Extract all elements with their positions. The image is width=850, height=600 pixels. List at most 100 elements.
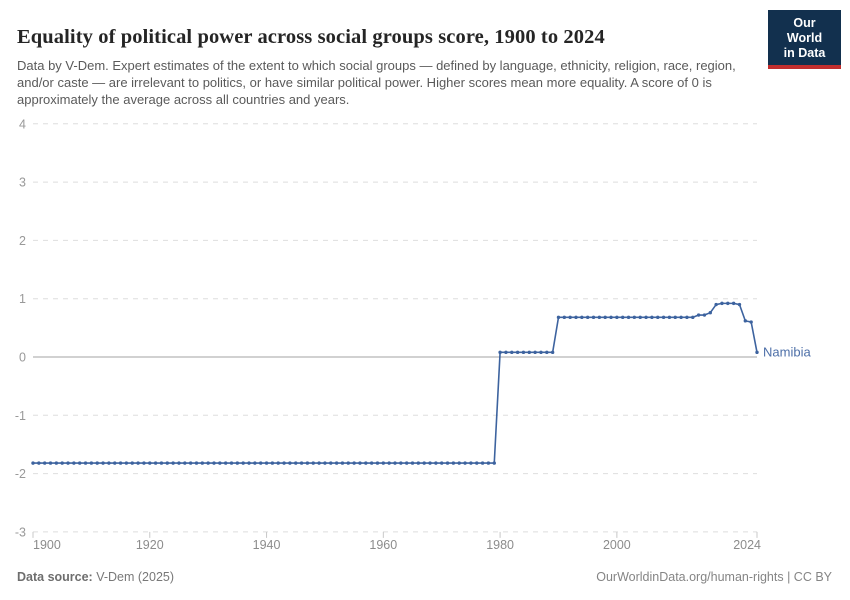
- data-point-marker[interactable]: [165, 461, 169, 465]
- data-point-marker[interactable]: [644, 315, 648, 320]
- data-point-marker[interactable]: [626, 315, 631, 320]
- data-point-marker[interactable]: [305, 461, 310, 465]
- data-point-marker[interactable]: [691, 315, 695, 320]
- data-point-marker[interactable]: [31, 461, 35, 465]
- data-point-marker[interactable]: [171, 461, 175, 465]
- data-point-marker[interactable]: [212, 461, 216, 465]
- data-point-marker[interactable]: [650, 315, 654, 320]
- data-point-marker[interactable]: [37, 461, 41, 465]
- data-point-marker[interactable]: [498, 350, 502, 355]
- data-point-marker[interactable]: [95, 461, 99, 465]
- data-point-marker[interactable]: [118, 461, 123, 465]
- data-point-marker[interactable]: [521, 350, 526, 355]
- data-point-marker[interactable]: [615, 315, 619, 320]
- data-point-marker[interactable]: [159, 461, 164, 465]
- data-point-marker[interactable]: [346, 461, 350, 465]
- data-point-marker[interactable]: [696, 313, 701, 317]
- data-point-marker[interactable]: [323, 461, 327, 465]
- data-point-marker[interactable]: [223, 461, 228, 465]
- data-point-marker[interactable]: [153, 461, 158, 465]
- data-point-marker[interactable]: [89, 461, 94, 465]
- data-point-marker[interactable]: [148, 461, 152, 465]
- data-point-marker[interactable]: [434, 461, 438, 465]
- data-point-marker[interactable]: [387, 461, 391, 465]
- data-point-marker[interactable]: [632, 315, 637, 320]
- data-point-marker[interactable]: [399, 461, 403, 465]
- data-point-marker[interactable]: [737, 302, 742, 307]
- data-point-marker[interactable]: [294, 461, 298, 465]
- data-point-marker[interactable]: [72, 461, 76, 465]
- data-point-marker[interactable]: [708, 310, 712, 315]
- data-point-marker[interactable]: [527, 350, 531, 355]
- data-point-marker[interactable]: [550, 350, 555, 355]
- data-point-marker[interactable]: [247, 461, 251, 465]
- data-point-marker[interactable]: [714, 302, 718, 307]
- data-point-marker[interactable]: [545, 350, 549, 355]
- data-point-marker[interactable]: [393, 461, 397, 465]
- data-point-marker[interactable]: [218, 461, 222, 465]
- data-point-marker[interactable]: [539, 350, 543, 355]
- line-series-namibia[interactable]: Namibia: [31, 301, 811, 465]
- data-point-marker[interactable]: [270, 461, 275, 465]
- data-point-marker[interactable]: [206, 461, 210, 465]
- data-point-marker[interactable]: [726, 301, 730, 306]
- series-line[interactable]: [33, 302, 758, 464]
- data-point-marker[interactable]: [66, 461, 70, 465]
- data-point-marker[interactable]: [685, 315, 689, 320]
- data-point-marker[interactable]: [264, 461, 269, 465]
- data-point-marker[interactable]: [404, 461, 409, 465]
- data-point-marker[interactable]: [609, 315, 613, 320]
- data-point-marker[interactable]: [183, 461, 187, 465]
- data-point-marker[interactable]: [445, 461, 450, 465]
- data-point-marker[interactable]: [533, 350, 537, 355]
- data-point-marker[interactable]: [329, 461, 333, 465]
- data-point-marker[interactable]: [259, 461, 263, 465]
- data-point-marker[interactable]: [299, 461, 304, 465]
- data-point-marker[interactable]: [574, 315, 578, 320]
- data-point-marker[interactable]: [113, 461, 117, 465]
- data-point-marker[interactable]: [235, 461, 240, 465]
- data-point-marker[interactable]: [731, 301, 736, 306]
- data-point-marker[interactable]: [276, 461, 280, 465]
- data-point-marker[interactable]: [568, 315, 572, 320]
- data-point-marker[interactable]: [556, 315, 561, 320]
- data-point-marker[interactable]: [83, 461, 88, 465]
- data-point-marker[interactable]: [656, 315, 660, 320]
- data-point-marker[interactable]: [621, 315, 625, 320]
- data-point-marker[interactable]: [597, 315, 602, 320]
- data-point-marker[interactable]: [591, 315, 596, 320]
- data-point-marker[interactable]: [107, 461, 111, 465]
- data-point-marker[interactable]: [755, 350, 759, 355]
- data-point-marker[interactable]: [253, 461, 257, 465]
- data-point-marker[interactable]: [562, 315, 567, 320]
- data-point-marker[interactable]: [42, 461, 47, 465]
- data-point-marker[interactable]: [720, 301, 724, 306]
- data-point-marker[interactable]: [200, 461, 205, 465]
- data-point-marker[interactable]: [381, 461, 386, 465]
- data-point-marker[interactable]: [364, 461, 368, 465]
- data-point-marker[interactable]: [101, 461, 105, 465]
- data-point-marker[interactable]: [375, 461, 380, 465]
- data-point-marker[interactable]: [603, 315, 607, 320]
- data-point-marker[interactable]: [48, 461, 53, 465]
- data-point-marker[interactable]: [428, 461, 432, 465]
- data-point-marker[interactable]: [667, 315, 672, 320]
- data-point-marker[interactable]: [469, 461, 473, 465]
- data-point-marker[interactable]: [311, 461, 315, 465]
- data-point-marker[interactable]: [440, 461, 444, 465]
- data-point-marker[interactable]: [282, 461, 286, 465]
- data-point-marker[interactable]: [177, 461, 181, 465]
- data-point-marker[interactable]: [585, 315, 590, 320]
- data-point-marker[interactable]: [130, 461, 134, 465]
- data-point-marker[interactable]: [340, 461, 345, 465]
- data-point-marker[interactable]: [679, 315, 683, 320]
- data-point-marker[interactable]: [358, 461, 362, 465]
- data-point-marker[interactable]: [673, 315, 677, 320]
- data-point-marker[interactable]: [638, 315, 642, 320]
- data-point-marker[interactable]: [457, 461, 461, 465]
- data-point-marker[interactable]: [78, 461, 82, 465]
- data-point-marker[interactable]: [492, 461, 496, 465]
- owid-logo[interactable]: Our World in Data: [768, 10, 841, 70]
- data-point-marker[interactable]: [749, 320, 753, 324]
- data-point-marker[interactable]: [422, 461, 426, 465]
